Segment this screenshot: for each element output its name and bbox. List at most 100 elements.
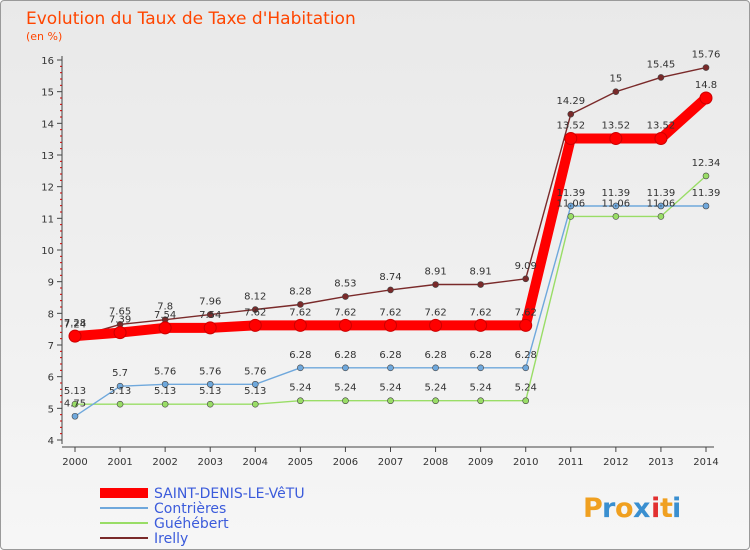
data-label: 4.75 — [64, 398, 86, 409]
data-label: 11.39 — [692, 188, 721, 199]
data-point — [387, 286, 394, 294]
data-label: 7.8 — [157, 302, 173, 313]
series-points — [68, 64, 713, 420]
data-label: 5.13 — [154, 386, 176, 397]
data-point — [567, 213, 575, 220]
data-point — [342, 293, 349, 300]
data-point — [113, 326, 127, 340]
data-point — [297, 364, 304, 372]
data-label: 14.29 — [556, 96, 585, 107]
y-tick-label: 11 — [41, 214, 54, 225]
data-label: 5.13 — [244, 386, 266, 397]
data-label: 7.54 — [199, 310, 221, 321]
x-tick-label: 2011 — [558, 457, 583, 468]
data-label: 5.13 — [199, 386, 221, 397]
data-point — [116, 382, 124, 390]
data-label: 8.12 — [244, 292, 266, 303]
y-tick-label: 16 — [41, 56, 54, 67]
data-label: 7.39 — [109, 315, 131, 326]
data-label: 7.62 — [289, 307, 311, 318]
data-label: 8.74 — [379, 272, 401, 283]
x-tick-label: 2014 — [693, 457, 718, 468]
legend-label: Irelly — [154, 531, 188, 547]
svg-text:o: o — [615, 493, 634, 524]
data-point — [657, 202, 665, 210]
data-label: 5.24 — [379, 383, 401, 394]
data-label: 8.53 — [334, 279, 356, 290]
data-label: 14.8 — [695, 80, 717, 91]
data-point — [251, 400, 259, 408]
data-point — [297, 301, 304, 308]
data-label: 7.96 — [199, 297, 221, 308]
data-label: 7.62 — [424, 307, 446, 318]
data-label: 13.52 — [556, 121, 585, 132]
data-point — [477, 364, 484, 372]
data-point — [477, 281, 484, 288]
data-point — [206, 400, 214, 408]
data-point — [612, 202, 620, 210]
data-point — [702, 172, 710, 180]
data-label: 5.13 — [109, 386, 131, 397]
data-label: 5.24 — [424, 383, 446, 394]
data-point — [161, 380, 169, 388]
x-tick-label: 2001 — [107, 457, 132, 468]
data-point — [251, 306, 259, 313]
y-tick-label: 15 — [41, 88, 54, 99]
data-label: 7.24 — [64, 319, 86, 330]
x-tick-label: 2000 — [62, 457, 87, 468]
x-tick-label: 2002 — [152, 457, 177, 468]
data-point — [432, 281, 439, 288]
data-label: 15.76 — [692, 50, 721, 61]
data-label: 6.28 — [424, 350, 446, 361]
x-tick-label: 2004 — [243, 457, 268, 468]
data-point — [654, 132, 668, 146]
x-tick-label: 2005 — [288, 457, 313, 468]
data-point — [71, 412, 79, 420]
data-point — [71, 400, 79, 408]
y-tick-label: 13 — [41, 151, 54, 162]
data-point — [429, 318, 443, 332]
data-point — [699, 91, 713, 105]
chart-subtitle: (en %) — [26, 30, 62, 43]
data-label: 15.45 — [647, 59, 676, 70]
data-label: 7.62 — [470, 307, 492, 318]
data-label: 12.34 — [692, 158, 721, 169]
y-tick-label: 6 — [48, 373, 54, 384]
data-point — [522, 364, 530, 372]
data-point — [68, 329, 82, 343]
data-label: 7.62 — [334, 307, 356, 318]
legend-label: Contrières — [154, 501, 226, 517]
data-point — [522, 397, 530, 405]
data-label: 11.39 — [602, 188, 631, 199]
data-point — [612, 213, 620, 220]
y-tick-label: 14 — [41, 119, 54, 130]
data-label: 8.28 — [289, 286, 311, 297]
svg-text:t: t — [660, 493, 673, 524]
y-tick-label: 9 — [48, 278, 54, 289]
data-label: 7.62 — [515, 307, 537, 318]
x-tick-label: 2003 — [197, 457, 222, 468]
data-point — [657, 74, 665, 81]
data-label: 5.24 — [334, 383, 356, 394]
y-tick-label: 4 — [48, 436, 54, 447]
svg-text:i: i — [672, 493, 681, 524]
x-tick-label: 2010 — [513, 457, 538, 468]
data-point — [432, 364, 439, 372]
x-tick-label: 2012 — [603, 457, 628, 468]
data-point — [387, 397, 394, 405]
data-point — [567, 110, 575, 118]
data-label: 5.13 — [64, 386, 86, 397]
data-point — [206, 311, 214, 318]
x-tick-label: 2007 — [378, 457, 403, 468]
data-point — [387, 364, 394, 372]
data-point — [432, 397, 439, 405]
x-tick-label: 2008 — [423, 457, 448, 468]
data-point — [564, 132, 578, 146]
proxiti-logo: P r o x i t i — [583, 493, 681, 524]
data-point — [203, 321, 217, 335]
data-point — [474, 318, 488, 332]
y-tick-label: 7 — [48, 341, 54, 352]
data-point — [158, 321, 172, 335]
data-label: 9.09 — [515, 261, 537, 272]
